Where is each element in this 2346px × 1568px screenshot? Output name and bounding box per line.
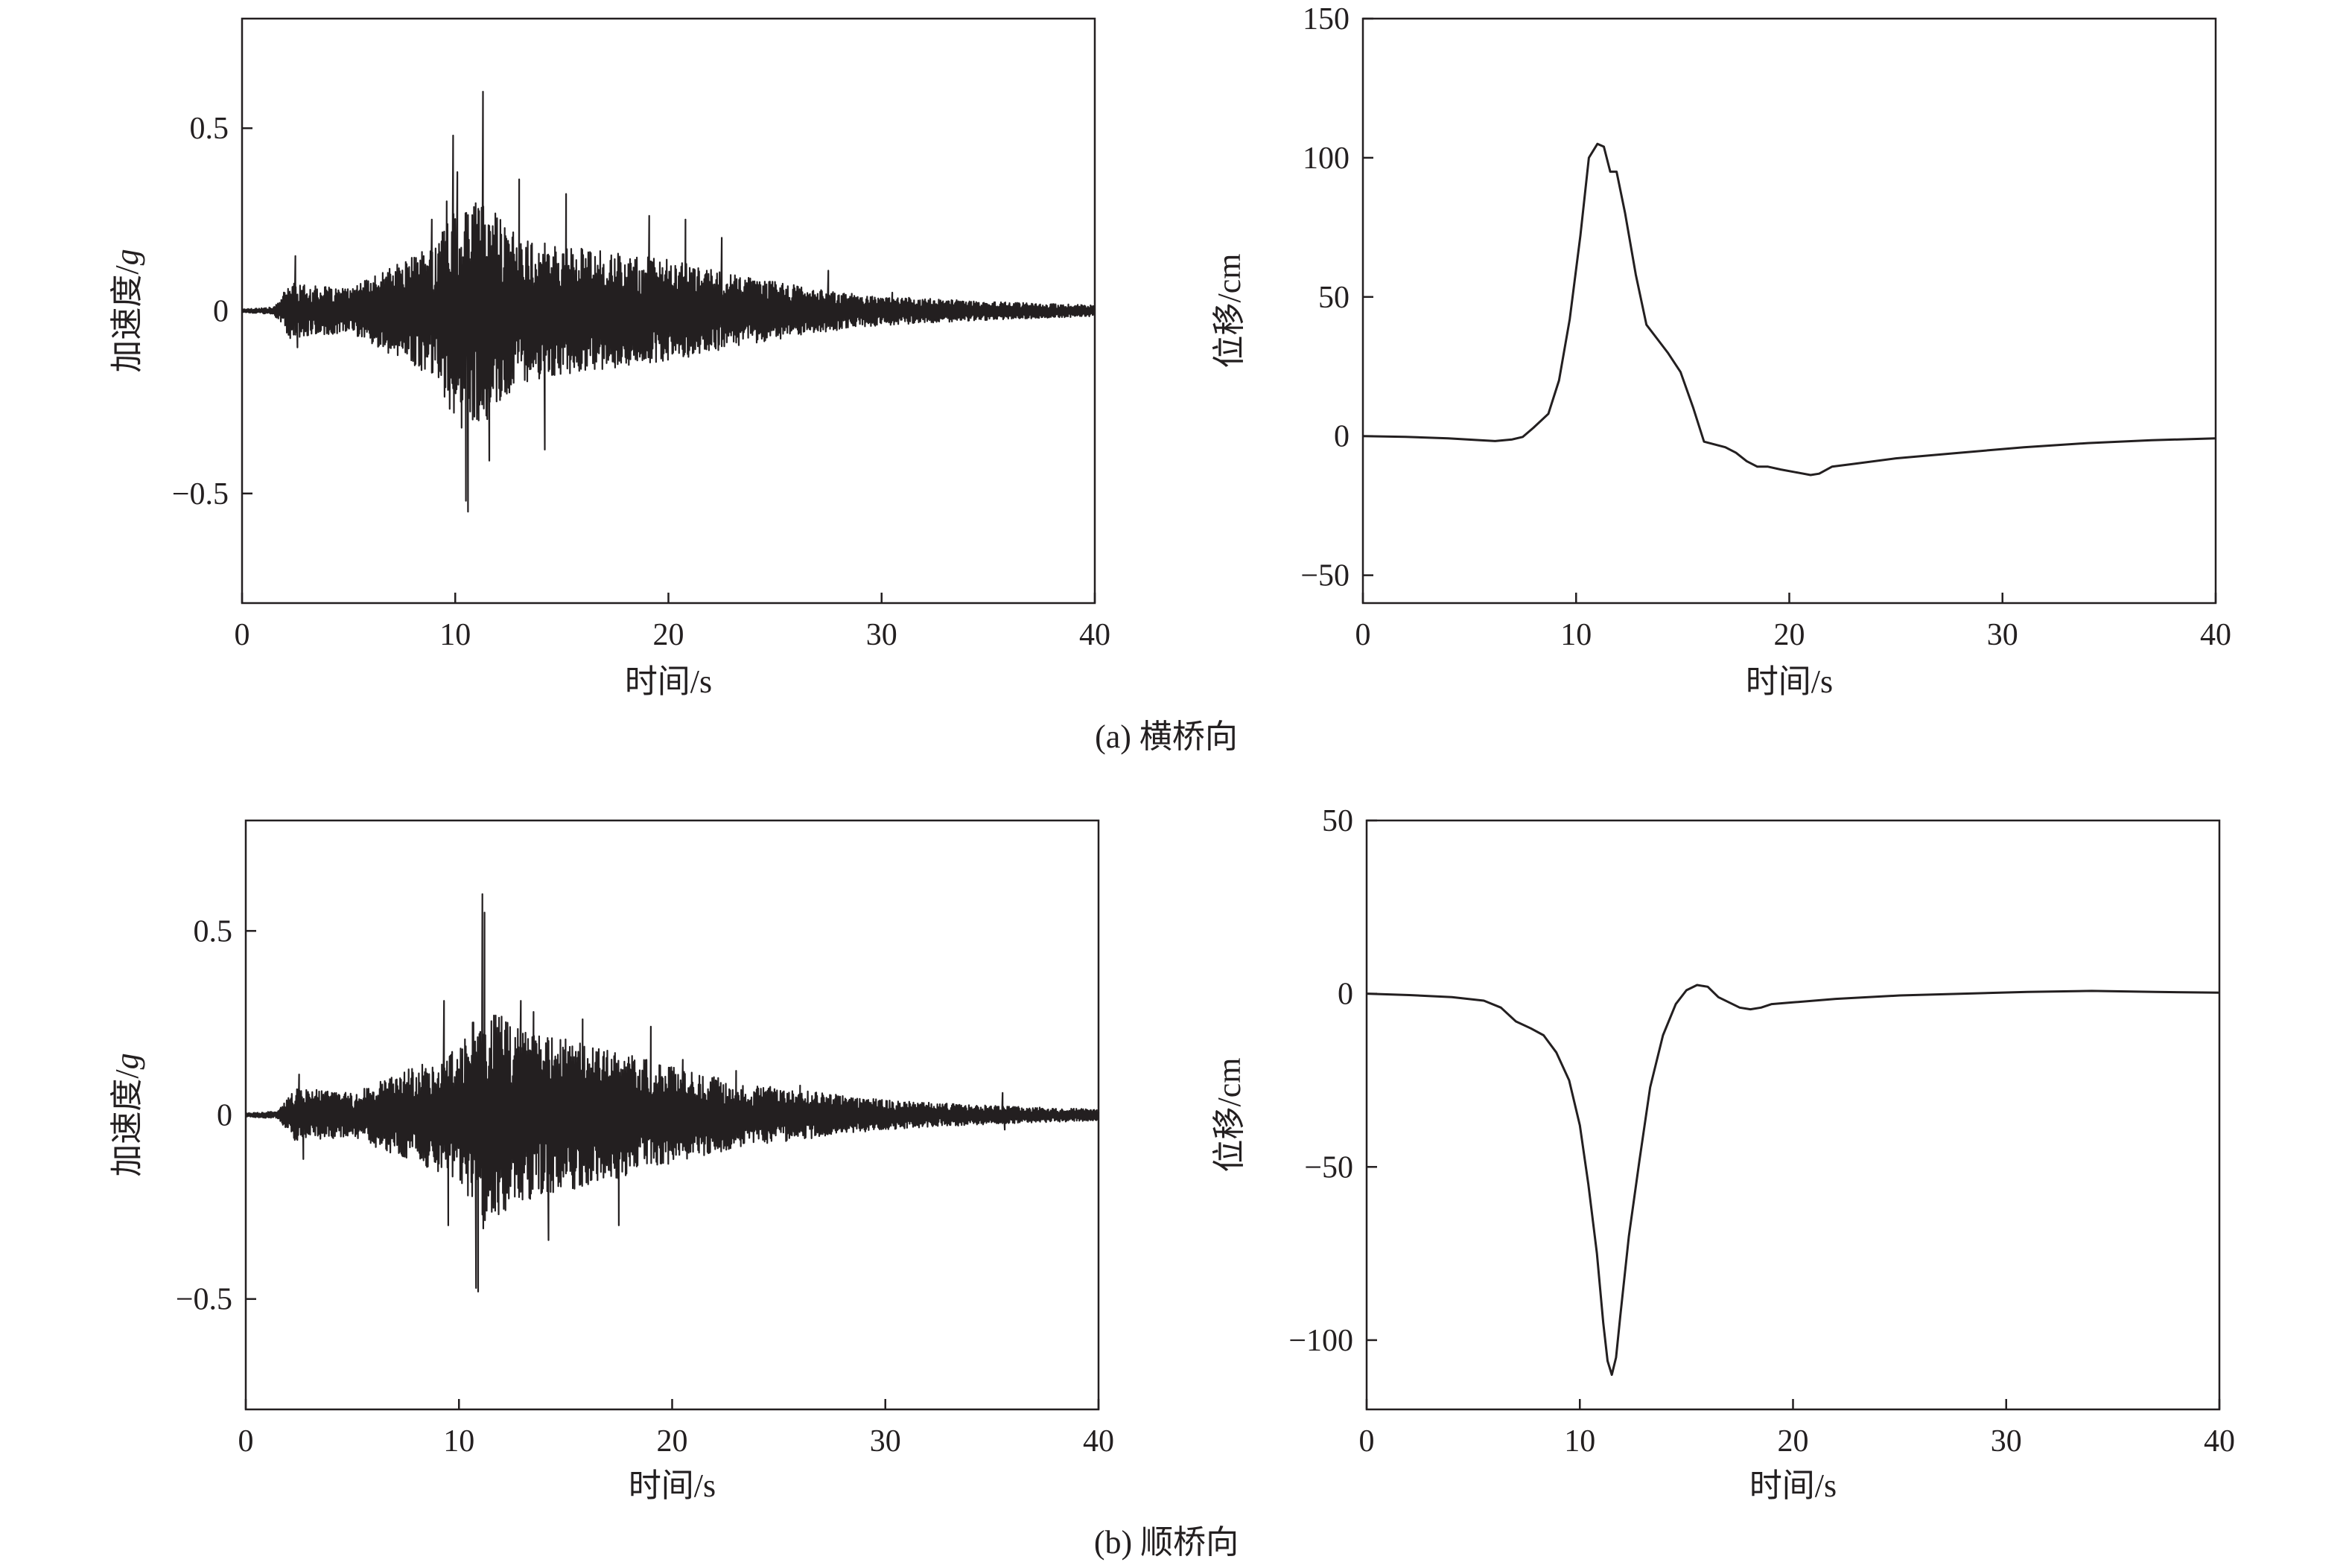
x-tick-label: 10 <box>443 1424 474 1459</box>
x-tick-label: 10 <box>1564 1424 1595 1459</box>
x-tick-label: 30 <box>1991 1424 2022 1459</box>
plot-frame <box>1361 17 2217 605</box>
y-tick-label: 150 <box>1303 2 1350 36</box>
y-axis-label-unit: g <box>109 249 145 265</box>
y-tick-label: 50 <box>1322 804 1353 838</box>
x-tick-label: 10 <box>439 618 471 652</box>
y-tick-label: −0.5 <box>172 477 229 511</box>
x-tick-label: 20 <box>657 1424 688 1459</box>
y-tick-label: 0 <box>1338 978 1353 1012</box>
y-tick-label: 50 <box>1318 281 1350 315</box>
x-tick-label: 30 <box>866 618 897 652</box>
x-tick-label: 0 <box>238 1424 254 1459</box>
y-tick-label: −50 <box>1304 1150 1353 1185</box>
y-axis-label: 位移/cm <box>1211 254 1247 369</box>
x-tick-label: 0 <box>1359 1424 1375 1459</box>
x-axis-label: 时间/s <box>1749 1467 1837 1504</box>
y-axis-label: 加速度/g <box>109 1053 145 1176</box>
x-tick-label: 40 <box>1083 1424 1114 1459</box>
x-axis-label: 时间/s <box>1746 663 1833 700</box>
x-tick-label: 30 <box>1987 618 2018 652</box>
y-axis-label-unit: g <box>109 1053 145 1069</box>
displacement-series <box>1366 984 2220 1376</box>
x-tick-label: 20 <box>1778 1424 1809 1459</box>
y-tick-label: 0 <box>1334 420 1350 454</box>
y-tick-label: −100 <box>1288 1324 1353 1358</box>
y-tick-label: 100 <box>1303 141 1350 176</box>
x-tick-label: 20 <box>653 618 684 652</box>
caption-b: (b) 顺桥向 <box>1094 1524 1239 1561</box>
y-tick-label: 0 <box>213 295 229 329</box>
x-tick-label: 0 <box>1355 618 1371 652</box>
plot-frame <box>1365 819 2221 1411</box>
x-axis-label: 时间/s <box>625 663 712 700</box>
y-axis-label: 位移/cm <box>1211 1058 1247 1173</box>
y-tick-label: 0.5 <box>190 112 229 146</box>
panel-b-acceleration-chart: 0 10 20 30 40 −0.5 0 0.5 时间/s 加速度/g <box>109 819 1114 1504</box>
y-tick-label: −50 <box>1300 559 1350 593</box>
acceleration-series <box>244 893 1100 1293</box>
displacement-series <box>1362 142 2216 477</box>
x-axis-label: 时间/s <box>629 1467 716 1504</box>
x-tick-label: 40 <box>2204 1424 2235 1459</box>
panel-b-displacement-chart: 0 10 20 30 40 −100 −50 0 50 时间/s 位移/cm <box>1211 804 2235 1504</box>
y-axis-label: 加速度/g <box>109 249 145 372</box>
panel-a-acceleration-chart: 0 10 20 30 40 −0.5 0 0.5 时间/s 加速度/g <box>109 17 1110 700</box>
x-tick-label: 30 <box>870 1424 901 1459</box>
x-tick-label: 10 <box>1560 618 1592 652</box>
x-tick-label: 40 <box>1079 618 1110 652</box>
x-tick-label: 0 <box>235 618 250 652</box>
y-tick-label: 0 <box>217 1099 232 1133</box>
y-tick-label: 0.5 <box>194 914 233 949</box>
x-tick-label: 20 <box>1774 618 1805 652</box>
x-tick-label: 40 <box>2200 618 2231 652</box>
acceleration-series <box>241 91 1096 513</box>
caption-a: (a) 横桥向 <box>1095 718 1238 755</box>
y-tick-label: −0.5 <box>176 1283 232 1317</box>
